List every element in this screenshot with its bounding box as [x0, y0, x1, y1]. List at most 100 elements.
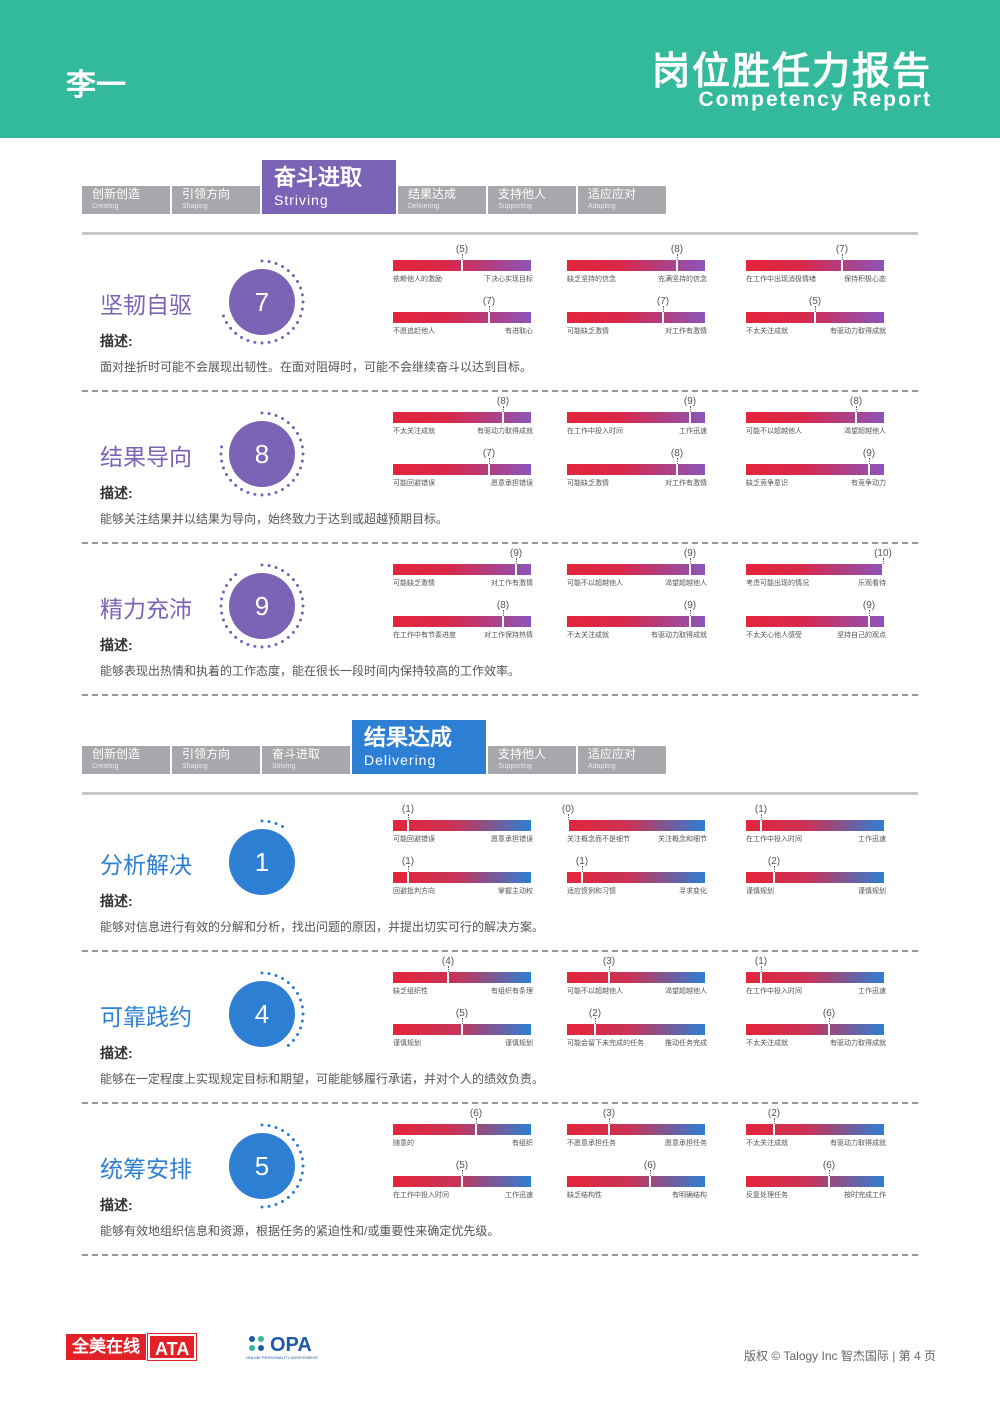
- scale-value: (7): [482, 296, 496, 307]
- scale-left-label: 不太关注成就: [746, 1040, 788, 1047]
- scale-marker: [461, 260, 463, 271]
- scale-tick: [609, 966, 610, 972]
- scale-bar: [567, 972, 705, 983]
- score-ring-dot: [281, 568, 284, 572]
- score-ring-dot: [296, 280, 300, 283]
- tab-sublabel: Shaping: [182, 763, 208, 770]
- tab-adapting[interactable]: 适应应对 Adapting: [578, 186, 666, 214]
- scale-tick: [883, 558, 884, 564]
- scale-right-label: 工作迅速: [505, 1192, 533, 1199]
- scale-value: (8): [496, 396, 510, 407]
- scale-tick: [650, 1170, 651, 1176]
- scale-tick: [663, 306, 664, 312]
- scale-right-label: 有明确结构: [672, 1192, 707, 1199]
- tab-shaping[interactable]: 引领方向 Shaping: [172, 746, 260, 774]
- scale-marker: [868, 616, 870, 627]
- score-ring-dot: [274, 565, 278, 569]
- scale-bar: [567, 464, 705, 475]
- scale-marker: [608, 1124, 610, 1135]
- scale-marker: [407, 820, 409, 831]
- scale-marker: [760, 820, 762, 831]
- tab-sublabel: Adapting: [588, 763, 616, 770]
- score-ring-dot: [260, 259, 264, 263]
- tab-shaping[interactable]: 引领方向 Shaping: [172, 186, 260, 214]
- scale-bar: [746, 464, 884, 475]
- tab-delivering[interactable]: 结果达成 Delivering: [352, 720, 486, 774]
- ata-logo: 全美在线 ATA: [66, 1333, 198, 1361]
- scale-value: (9): [862, 448, 876, 459]
- dashed-separator: [82, 1102, 918, 1104]
- ata-logo-brand: ATA: [146, 1333, 198, 1361]
- dashed-separator: [82, 694, 918, 696]
- scale-bar: [567, 616, 705, 627]
- score-ring-dot: [253, 340, 257, 344]
- score-ring-dot: [267, 644, 271, 648]
- tab-delivering[interactable]: 结果达成 Delivering: [398, 186, 486, 214]
- scale-left-label: 不太关注成就: [746, 1140, 788, 1147]
- competency-block: 结果导向 8 描述: 能够关注结果并以结果为导向，始终致力于达到或超越预期目标。 (8)…: [0, 396, 1000, 552]
- score-ring-dot: [281, 336, 284, 340]
- tab-adapting[interactable]: 适应应对 Adapting: [578, 746, 666, 774]
- score-ring-dot: [286, 421, 290, 425]
- scale-marker: [773, 872, 775, 883]
- tab-supporting[interactable]: 支持他人 Supporting: [488, 186, 576, 214]
- scale-right-label: 有驱动力取得成就: [830, 1040, 886, 1047]
- scale-value: (0): [561, 804, 575, 815]
- scale-left-label: 可能回避错误: [393, 836, 435, 843]
- scale-left-label: 谨慎规划: [746, 888, 774, 895]
- score-ring-dot: [281, 488, 284, 492]
- score-ring-dot: [296, 1033, 300, 1036]
- tab-label: 结果达成: [364, 725, 453, 750]
- tab-striving[interactable]: 奋斗进取 Striving: [262, 746, 350, 774]
- dashed-separator: [82, 390, 918, 392]
- tab-striving[interactable]: 奋斗进取 Striving: [262, 160, 396, 214]
- competency-description: 能够在一定程度上实现规定目标和期望，可能能够履行承诺，并对个人的绩效负责。: [100, 1072, 545, 1086]
- score-ring-dot: [286, 269, 290, 273]
- scale-left-label: 回避批判方向: [393, 888, 435, 895]
- scale-value: (1): [401, 856, 415, 867]
- scale-bar: [567, 872, 705, 883]
- trait-scale: (1) 回避批判方向 掌握主动权: [393, 856, 533, 904]
- tab-label: 支持他人: [498, 187, 547, 201]
- score-ring-dot: [299, 1150, 303, 1154]
- scale-value: (8): [849, 396, 863, 407]
- scale-bar: [746, 1124, 884, 1135]
- tab-creating[interactable]: 创新创造 Creating: [82, 746, 170, 774]
- score-ring-dot: [229, 478, 233, 482]
- competency-description: 能够有效地组织信息和资源，根据任务的紧迫性和/或重要性来确定优先级。: [100, 1224, 500, 1238]
- score-ring-dot: [291, 1190, 295, 1194]
- competency-score: 9: [254, 591, 270, 621]
- score-ring-dot: [299, 438, 303, 442]
- tab-creating[interactable]: 创新创造 Creating: [82, 186, 170, 214]
- scale-right-label: 充满坚持的信念: [658, 276, 707, 283]
- competency-block: 精力充沛 9 描述: 能够表现出热情和执着的工作态度，能在很长一段时间内保持较高的工作…: [0, 548, 1000, 704]
- scale-left-label: 在工作中投入时间: [746, 836, 802, 843]
- tab-sublabel: Creating: [92, 203, 119, 210]
- competency-name: 可靠践约: [100, 1004, 192, 1030]
- scale-bar: [746, 1176, 884, 1187]
- scale-left-label: 在工作中投入时间: [567, 428, 623, 435]
- scale-right-label: 渴望超越他人: [665, 580, 707, 587]
- scale-left-label: 不太关注成就: [393, 428, 435, 435]
- scale-left-label: 可能不以超越他人: [746, 428, 802, 435]
- trait-scale: (6) 缺乏结构性 有明确结构: [567, 1160, 707, 1208]
- score-ring-dot: [234, 331, 238, 335]
- scale-value: (9): [862, 600, 876, 611]
- competency-block: 统筹安排 5 描述: 能够有效地组织信息和资源，根据任务的紧迫性和/或重要性来确定优先…: [0, 1108, 1000, 1264]
- scale-marker: [567, 820, 569, 831]
- scale-bar: [393, 464, 531, 475]
- scale-left-label: 考虑可能出现的情况: [746, 580, 809, 587]
- competency-score: 4: [254, 999, 270, 1029]
- description-label: 描述:: [100, 333, 133, 349]
- score-ring: [229, 971, 305, 1047]
- score-ring-dot: [299, 314, 303, 318]
- scale-left-label: 可能缺乏激情: [567, 480, 609, 487]
- tab-supporting[interactable]: 支持他人 Supporting: [488, 746, 576, 774]
- score-ring-dot: [274, 1203, 278, 1207]
- score-ring-dot: [220, 445, 224, 449]
- scale-value: (4): [441, 956, 455, 967]
- scale-marker: [502, 616, 504, 627]
- scale-right-label: 愿意承担任务: [665, 1140, 707, 1147]
- score-ring-dot: [300, 1171, 304, 1175]
- scale-tick: [462, 1018, 463, 1024]
